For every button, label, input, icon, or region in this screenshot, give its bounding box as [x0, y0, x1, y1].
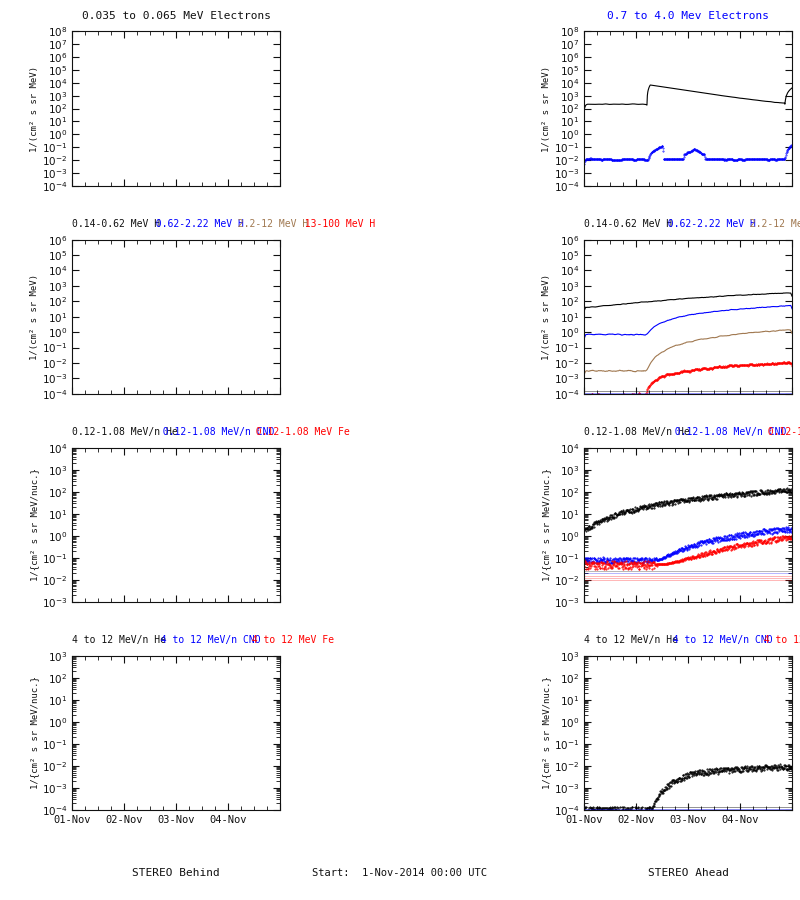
- Text: 4 to 12 MeV/n He: 4 to 12 MeV/n He: [584, 635, 678, 645]
- Text: 0.62-2.22 MeV H: 0.62-2.22 MeV H: [144, 219, 244, 229]
- Text: 0.12-1.08 MeV/n CNO: 0.12-1.08 MeV/n CNO: [151, 427, 274, 436]
- Text: 0.14-0.62 MeV H: 0.14-0.62 MeV H: [584, 219, 672, 229]
- Y-axis label: 1/{cm² s sr MeV/nuc.}: 1/{cm² s sr MeV/nuc.}: [30, 677, 38, 789]
- Text: 0.12-1.08 MeV/n He: 0.12-1.08 MeV/n He: [72, 427, 178, 436]
- Text: 4 to 12 MeV/n CNO: 4 to 12 MeV/n CNO: [661, 635, 773, 645]
- Y-axis label: 1/(cm² s sr MeV): 1/(cm² s sr MeV): [30, 274, 38, 360]
- Text: STEREO Behind: STEREO Behind: [132, 868, 220, 878]
- Text: 0.62-2.22 MeV H: 0.62-2.22 MeV H: [656, 219, 756, 229]
- Text: 0.7 to 4.0 Mev Electrons: 0.7 to 4.0 Mev Electrons: [607, 11, 769, 21]
- Y-axis label: 1/{cm² s sr MeV/nuc.}: 1/{cm² s sr MeV/nuc.}: [542, 677, 550, 789]
- Y-axis label: 1/(cm² s sr MeV): 1/(cm² s sr MeV): [542, 274, 550, 360]
- Text: 0.14-0.62 MeV H: 0.14-0.62 MeV H: [72, 219, 160, 229]
- Text: 4 to 12 MeV Fe: 4 to 12 MeV Fe: [240, 635, 334, 645]
- Text: 0.12-1.08 MeV Fe: 0.12-1.08 MeV Fe: [755, 427, 800, 436]
- Y-axis label: 1/{cm² s sr MeV/nuc.}: 1/{cm² s sr MeV/nuc.}: [30, 468, 39, 581]
- Text: 4 to 12 MeV/n CNO: 4 to 12 MeV/n CNO: [149, 635, 261, 645]
- Y-axis label: 1/{cm² s sr MeV/nuc.}: 1/{cm² s sr MeV/nuc.}: [542, 468, 551, 581]
- Text: 0.12-1.08 MeV/n He: 0.12-1.08 MeV/n He: [584, 427, 690, 436]
- Text: 13-100 MeV H: 13-100 MeV H: [293, 219, 375, 229]
- Y-axis label: 1/(cm² s sr MeV): 1/(cm² s sr MeV): [30, 66, 38, 151]
- Text: 2.2-12 MeV H: 2.2-12 MeV H: [226, 219, 308, 229]
- Text: 4 to 12 MeV Fe: 4 to 12 MeV Fe: [752, 635, 800, 645]
- Text: 4 to 12 MeV/n He: 4 to 12 MeV/n He: [72, 635, 166, 645]
- Y-axis label: 1/(cm² s sr MeV): 1/(cm² s sr MeV): [542, 66, 550, 151]
- Text: STEREO Ahead: STEREO Ahead: [647, 868, 729, 878]
- Text: 0.035 to 0.065 MeV Electrons: 0.035 to 0.065 MeV Electrons: [82, 11, 270, 21]
- Text: 0.12-1.08 MeV/n CNO: 0.12-1.08 MeV/n CNO: [663, 427, 786, 436]
- Text: 2.2-12 MeV H: 2.2-12 MeV H: [738, 219, 800, 229]
- Text: 0.12-1.08 MeV Fe: 0.12-1.08 MeV Fe: [243, 427, 350, 436]
- Text: Start:  1-Nov-2014 00:00 UTC: Start: 1-Nov-2014 00:00 UTC: [313, 868, 487, 878]
